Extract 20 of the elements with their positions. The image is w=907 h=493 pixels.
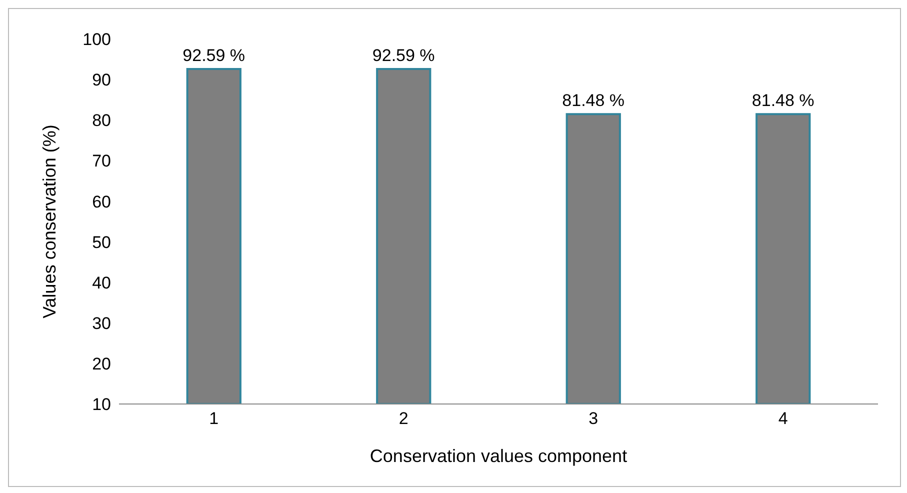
- y-tick-label: 40: [92, 273, 111, 292]
- y-tick-label: 70: [92, 152, 111, 171]
- x-axis-title: Conservation values component: [370, 446, 628, 466]
- data-label: 92.59 %: [182, 46, 246, 66]
- x-tick-label: 1: [209, 409, 219, 428]
- y-tick-label: 80: [92, 111, 111, 130]
- y-tick-label: 60: [92, 192, 111, 212]
- y-axis-title: Values conservation (%): [39, 124, 60, 318]
- x-tick-label: 4: [778, 409, 788, 428]
- y-tick-label: 90: [92, 70, 111, 90]
- y-tick-label: 20: [92, 354, 111, 374]
- y-tick-label: 10: [92, 395, 111, 414]
- x-tick-label: 2: [398, 409, 408, 428]
- y-tick-label: 100: [82, 30, 111, 50]
- y-tick-label: 50: [92, 232, 111, 252]
- data-label: 81.48 %: [752, 91, 814, 110]
- data-label: 92.59 %: [372, 46, 435, 66]
- x-tick-label: 3: [588, 409, 598, 428]
- y-tick-label: 30: [92, 314, 111, 333]
- data-label: 81.48 %: [562, 91, 625, 110]
